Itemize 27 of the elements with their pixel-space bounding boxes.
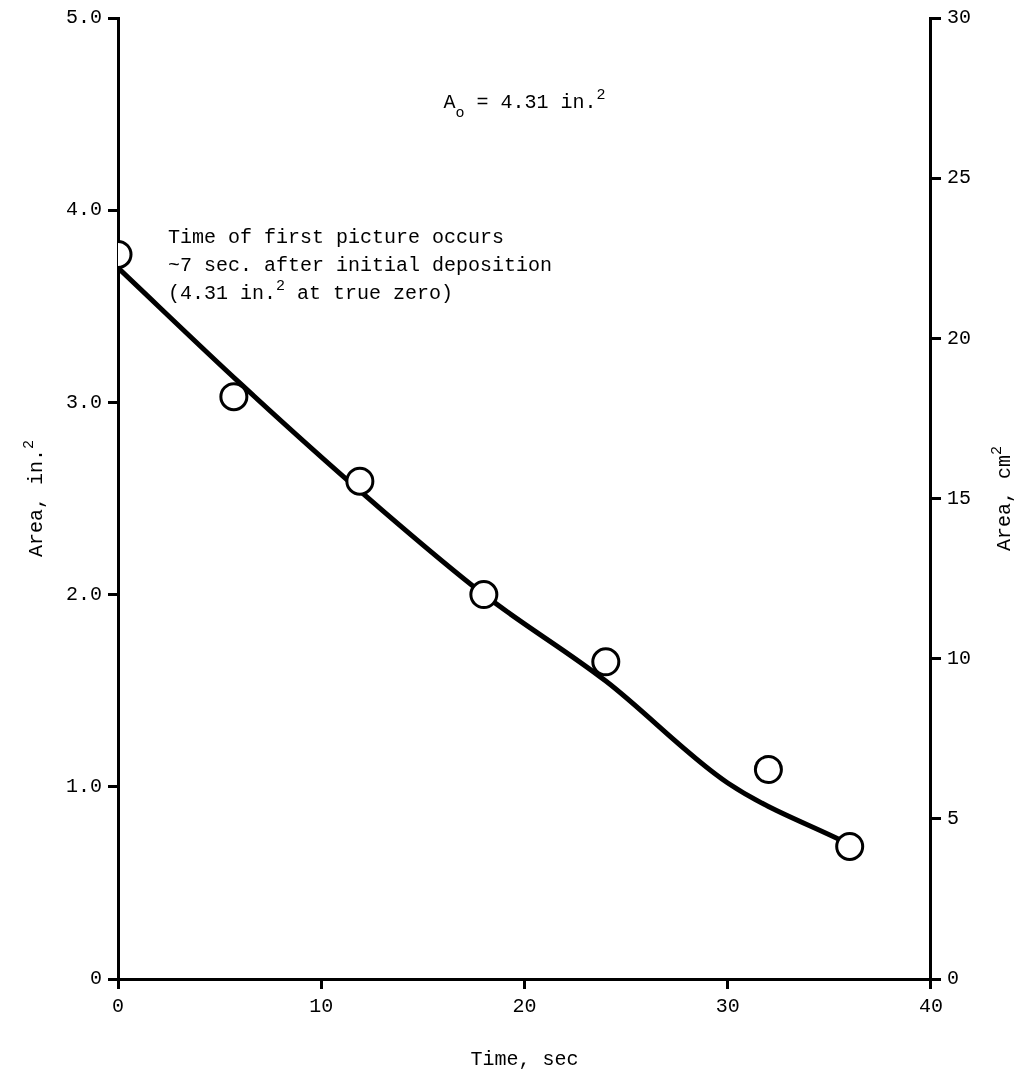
y2-tick-label: 0 — [947, 967, 960, 991]
y-tick-label: 2.0 — [65, 582, 103, 606]
x-tick-label: 10 — [309, 995, 334, 1019]
y2-tick-label: 5 — [947, 807, 960, 831]
point — [219, 382, 249, 412]
y-tick-label: 0 — [89, 967, 103, 991]
point — [469, 580, 499, 610]
y2-tick-label: 10 — [947, 646, 972, 670]
y-tick-label: 3.0 — [65, 390, 103, 414]
x-tick-label: 0 — [112, 995, 125, 1019]
point — [753, 755, 783, 784]
y2-tick-label: 30 — [947, 6, 972, 30]
x-axis-title: Time, sec — [470, 1048, 579, 1071]
y2-tick-label: 20 — [947, 326, 972, 350]
y2-tick-label: 25 — [947, 166, 972, 190]
y-axis-title: Area, in.2 — [21, 439, 48, 558]
x-tick-label: 40 — [918, 995, 943, 1019]
y2-tick-label: 15 — [947, 486, 972, 510]
point — [345, 466, 375, 496]
x-tick-label: 20 — [512, 995, 537, 1019]
y-tick-label: 5.0 — [65, 6, 103, 30]
y-tick-label: 1.0 — [65, 775, 103, 799]
y2-axis-title: Area, cm2 — [989, 445, 1016, 552]
point — [835, 831, 865, 861]
point — [591, 647, 621, 677]
y-tick-label: 4.0 — [65, 198, 103, 222]
x-tick-label: 30 — [715, 995, 740, 1019]
